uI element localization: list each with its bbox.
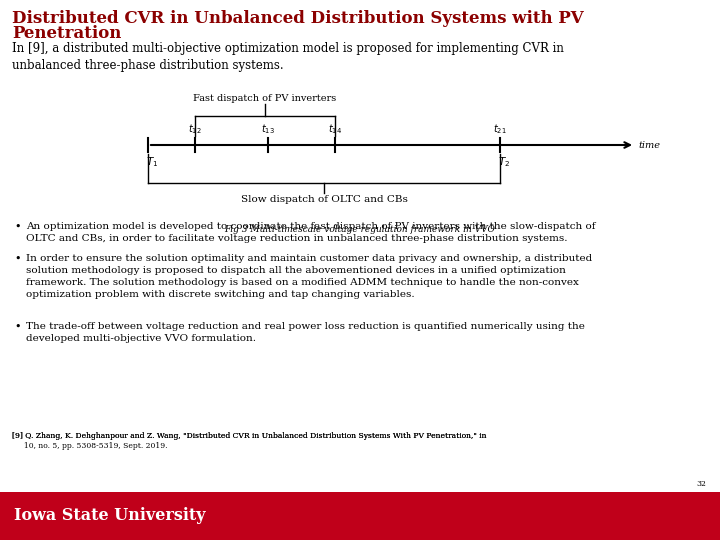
Text: $T_2$: $T_2$ (498, 155, 510, 169)
Text: In order to ensure the solution optimality and maintain customer data privacy an: In order to ensure the solution optimali… (26, 254, 593, 300)
Text: [9] Q. Zhang, K. Dehghanpour and Z. Wang, "Distributed CVR in Unbalanced Distrib: [9] Q. Zhang, K. Dehghanpour and Z. Wang… (12, 432, 489, 450)
Text: •: • (14, 222, 20, 232)
Text: Slow dispatch of OLTC and CBs: Slow dispatch of OLTC and CBs (240, 195, 408, 204)
Text: time: time (638, 140, 660, 150)
Text: An optimization model is developed to coordinate the fast dispatch of PV inverte: An optimization model is developed to co… (26, 222, 595, 243)
Text: The trade-off between voltage reduction and real power loss reduction is quantif: The trade-off between voltage reduction … (26, 322, 585, 343)
Text: •: • (14, 254, 20, 264)
Text: Penetration: Penetration (12, 25, 122, 42)
Text: $t_{12}$: $t_{12}$ (188, 122, 202, 136)
Text: $t_{21}$: $t_{21}$ (493, 122, 507, 136)
Text: [9] Q. Zhang, K. Dehghanpour and Z. Wang, "Distributed CVR in Unbalanced Distrib: [9] Q. Zhang, K. Dehghanpour and Z. Wang… (12, 432, 489, 440)
Text: In [9], a distributed multi-objective optimization model is proposed for impleme: In [9], a distributed multi-objective op… (12, 42, 564, 72)
Text: $t_{13}$: $t_{13}$ (261, 122, 275, 136)
Bar (0, 492, 720, 540)
Text: Fig 3 Multi-timescale voltage regulation framework in VVO: Fig 3 Multi-timescale voltage regulation… (225, 225, 495, 234)
Text: Iowa State University: Iowa State University (14, 508, 205, 524)
Text: Distributed CVR in Unbalanced Distribution Systems with PV: Distributed CVR in Unbalanced Distributi… (12, 10, 584, 27)
Text: $T_1$: $T_1$ (146, 155, 158, 169)
Text: 32: 32 (696, 480, 706, 488)
Text: •: • (14, 322, 20, 332)
Text: Fast dispatch of PV inverters: Fast dispatch of PV inverters (194, 94, 337, 103)
Text: $t_{14}$: $t_{14}$ (328, 122, 342, 136)
